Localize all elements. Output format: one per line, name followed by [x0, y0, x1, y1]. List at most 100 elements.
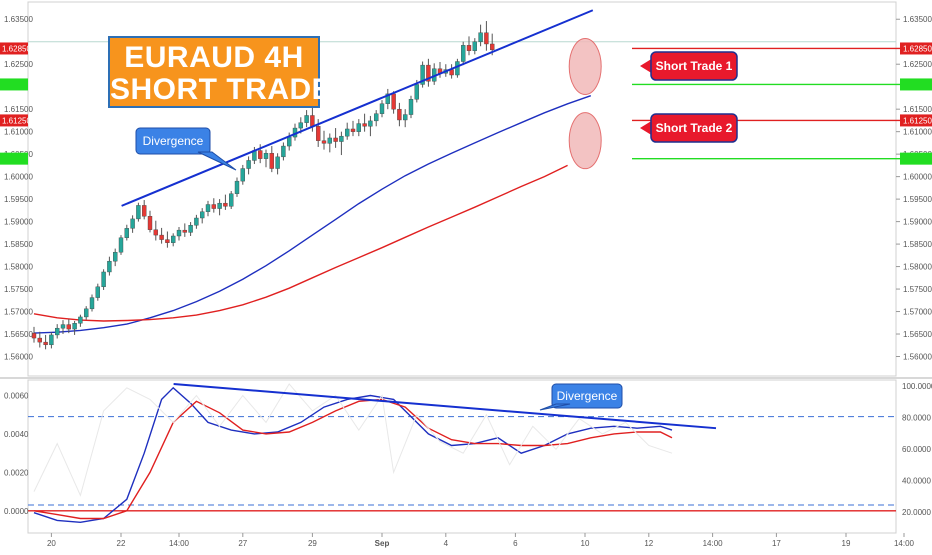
candle-body: [83, 308, 89, 318]
chart-title-line-2: SHORT TRADES: [110, 73, 353, 106]
candle-body: [339, 135, 344, 142]
candle-body: [60, 324, 66, 329]
osc-y-tick-label-left: 0.0060: [4, 392, 29, 401]
y-axis-labels: 1.63500 1.63500 1.62500 1.62500 1.61500 1.615…: [0, 15, 932, 517]
y-tick-label-right: 1.56000: [903, 353, 932, 362]
y-tick-label-left: 1.58000: [4, 263, 33, 272]
candle-body: [281, 145, 286, 158]
y-tick-label-right: 1.61500: [903, 105, 932, 114]
osc-y-tick-label-right: 60.0000: [902, 445, 931, 454]
candle-body: [165, 239, 170, 243]
y-tick-label-left: 1.56500: [4, 330, 33, 339]
candle-body: [136, 205, 141, 220]
candle-body: [362, 123, 367, 127]
candle-body: [37, 337, 42, 343]
short-trade-1-zone: [568, 37, 602, 95]
short-trade-1-callout: Short Trade 1: [640, 51, 738, 81]
candle-body: [78, 316, 83, 324]
x-tick-label: 27: [238, 539, 247, 548]
candle-body: [269, 153, 274, 169]
y-tick-label-right: 1.56500: [903, 330, 932, 339]
candle-body: [304, 115, 309, 123]
divergence-callout-1: Divergence: [135, 127, 237, 171]
moving-averages: [33, 95, 592, 334]
y-tick-label-right: 1.60000: [903, 173, 932, 182]
candle-body: [43, 341, 48, 346]
target-tag-left: [0, 152, 28, 165]
candle-body: [345, 128, 350, 137]
x-tick-label: 20: [47, 539, 56, 548]
candle-body: [141, 205, 147, 217]
candle-body: [246, 160, 251, 169]
candle-body: [263, 153, 269, 159]
osc-divergence-trend-line: [173, 383, 717, 430]
target-tag-right: [900, 78, 932, 91]
y-tick-label-left: 1.59000: [4, 218, 33, 227]
osc-y-tick-label-left: 0.0020: [4, 468, 29, 477]
ma_fast-line: [33, 95, 592, 334]
y-tick-label-right: 1.57000: [903, 308, 932, 317]
short-trade-1-label: Short Trade 1: [656, 59, 733, 73]
y-tick-label-right: 1.59000: [903, 218, 932, 227]
x-tick-label: 14:00: [703, 539, 724, 548]
candle-body: [49, 334, 54, 346]
y-tick-label-right: 1.58500: [903, 240, 932, 249]
candle-body: [176, 229, 182, 237]
y-tick-label-left: 1.57000: [4, 308, 33, 317]
y-tick-label-left: 1.62500: [4, 60, 33, 69]
candle-body: [275, 156, 280, 169]
x-tick-label: 14:00: [169, 539, 190, 548]
candle-body: [89, 297, 95, 310]
osc-y-tick-label-right: 100.0000: [902, 382, 932, 391]
y-tick-label-left: 1.61500: [4, 105, 33, 114]
candle-body: [472, 41, 477, 51]
osc_white-line: [33, 383, 673, 497]
candle-body: [258, 150, 263, 159]
candle-body: [199, 211, 205, 219]
divergence-callout-2: Divergence: [539, 383, 623, 411]
candle-body: [374, 113, 379, 122]
candle-body: [188, 224, 193, 233]
candle-body: [112, 251, 118, 262]
y-tick-label-right: 1.58000: [903, 263, 932, 272]
y-tick-label-right: 1.63500: [903, 15, 932, 24]
candle-body: [118, 237, 124, 253]
candle-body: [426, 64, 431, 82]
candle-body: [55, 327, 60, 336]
price-tag-left-label: 1.62850: [2, 44, 31, 53]
candle-body: [170, 235, 176, 243]
x-tick-label: 4: [444, 539, 449, 548]
candle-body: [211, 204, 217, 209]
x-tick-label: 29: [308, 539, 317, 548]
candle-body: [159, 234, 164, 240]
oscillator-lines: [28, 383, 896, 524]
candle-body: [287, 136, 292, 147]
chart-title-box: EURAUD 4H SHORT TRADES: [108, 36, 353, 108]
x-tick-label: Sep: [375, 539, 390, 548]
candle-body: [72, 323, 77, 330]
price-tag-left: [0, 114, 28, 127]
candle-body: [478, 32, 483, 42]
x-tick-label: 17: [772, 539, 781, 548]
candle-body: [350, 128, 356, 132]
divergence-trend-line: [121, 9, 594, 207]
y-tick-label-right: 1.62500: [903, 60, 932, 69]
osc_red-line: [33, 398, 673, 520]
short-trade-2-callout: Short Trade 2: [640, 113, 738, 143]
x-tick-label: 10: [581, 539, 590, 548]
y-tick-label-left: 1.58500: [4, 240, 33, 249]
x-axis-labels: 20 22 14:00 27 29 Sep 4 6 10 12 14:00 17 19 14:00: [47, 533, 915, 548]
candle-body: [403, 114, 408, 121]
x-tick-label: 14:00: [894, 539, 915, 548]
candle-body: [461, 45, 466, 62]
candle-body: [234, 180, 240, 194]
y-tick-label-left: 1.57500: [4, 285, 33, 294]
y-tick-label-left: 1.59500: [4, 195, 33, 204]
oscillator-pane: [27, 379, 897, 534]
candle-body: [310, 115, 315, 127]
candle-body: [147, 216, 153, 230]
y-tick-label-right: 1.61000: [903, 128, 932, 137]
price-tag-left: [0, 42, 28, 55]
